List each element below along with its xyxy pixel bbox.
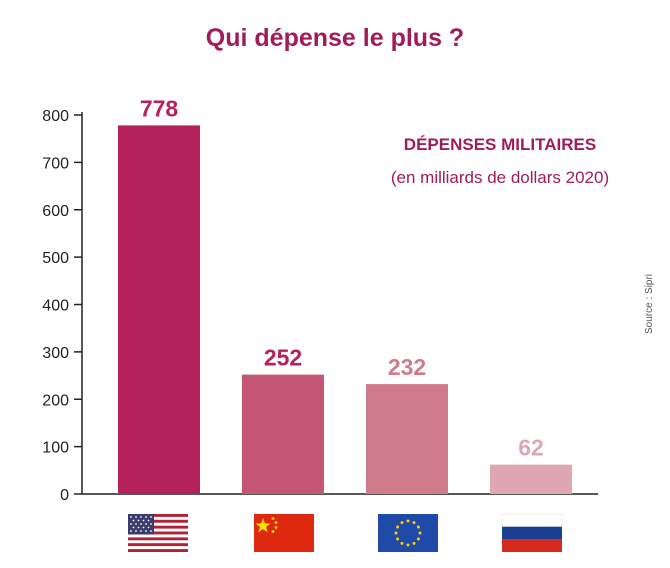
bar-1 <box>118 125 200 495</box>
value-label-3: 232 <box>388 354 426 380</box>
source-note: Source : Sipri <box>644 274 655 334</box>
y-tick-label: 300 <box>42 345 69 362</box>
y-tick-label: 800 <box>42 108 69 125</box>
flag-russia-icon <box>501 513 563 552</box>
value-label-2: 252 <box>264 345 302 371</box>
bars-group <box>118 125 572 495</box>
y-tick-label: 400 <box>42 298 69 315</box>
chart-title: Qui dépense le plus ? <box>206 24 464 52</box>
y-tick-label: 0 <box>60 487 69 504</box>
bar-4 <box>490 464 572 494</box>
value-labels-group: 778 252 232 62 <box>140 95 544 460</box>
flag-usa-icon <box>128 514 188 552</box>
bar-2 <box>242 374 324 494</box>
y-axis: 0 100 200 300 400 500 600 700 800 <box>42 108 83 504</box>
y-tick-label: 500 <box>42 250 69 267</box>
value-label-4: 62 <box>518 435 544 461</box>
flag-eu-icon <box>378 514 438 552</box>
y-tick-label: 100 <box>42 440 69 457</box>
annotation-heading: DÉPENSES MILITAIRES <box>404 135 596 154</box>
bar-3 <box>366 384 448 494</box>
flag-china-icon <box>254 514 314 552</box>
annotation-subheading: (en milliards de dollars 2020) <box>391 168 609 187</box>
y-tick-label: 700 <box>42 155 69 172</box>
value-label-1: 778 <box>140 95 179 121</box>
y-tick-label: 200 <box>42 392 69 409</box>
y-tick-label: 600 <box>42 203 69 220</box>
